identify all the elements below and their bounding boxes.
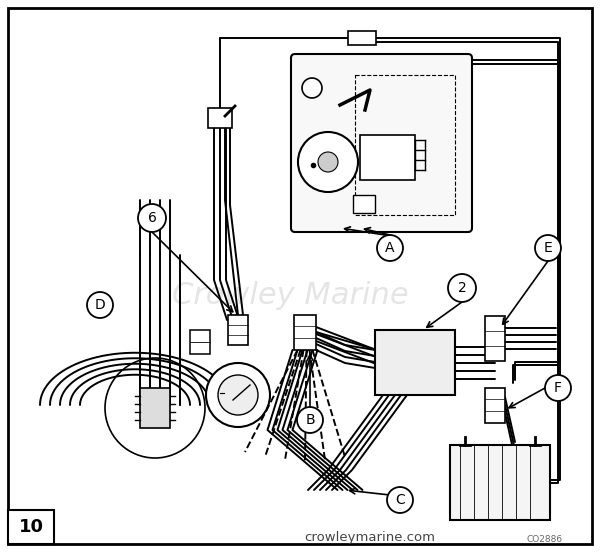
Bar (355, 75, 455, 215)
Circle shape (138, 204, 166, 232)
Text: B: B (305, 413, 315, 427)
FancyBboxPatch shape (291, 54, 472, 232)
Circle shape (206, 363, 270, 427)
Bar (228, 315, 248, 345)
Text: crowleymarine.com: crowleymarine.com (305, 531, 436, 543)
Bar (353, 195, 375, 213)
Circle shape (535, 235, 561, 261)
Text: 10: 10 (19, 518, 44, 536)
Text: 2: 2 (458, 281, 466, 295)
Bar (485, 315, 505, 361)
Circle shape (448, 274, 476, 302)
Bar (450, 445, 550, 520)
Bar (208, 108, 232, 128)
Circle shape (87, 292, 113, 318)
Bar (294, 315, 316, 350)
Circle shape (297, 407, 323, 433)
Text: A: A (385, 241, 395, 255)
Text: 6: 6 (148, 211, 157, 225)
Text: Crowley Marine: Crowley Marine (172, 280, 409, 310)
Bar (360, 135, 415, 180)
Circle shape (377, 235, 403, 261)
Bar (140, 388, 170, 428)
Circle shape (298, 132, 358, 192)
Bar (8, 510, 54, 544)
Circle shape (545, 375, 571, 401)
Text: F: F (554, 381, 562, 395)
Bar (190, 330, 210, 354)
Bar (375, 330, 455, 395)
Bar (485, 387, 505, 423)
Text: CO2886: CO2886 (527, 536, 563, 545)
Circle shape (318, 152, 338, 172)
Text: E: E (544, 241, 553, 255)
Circle shape (218, 375, 258, 415)
Circle shape (387, 487, 413, 513)
Text: C: C (395, 493, 405, 507)
Bar (348, 31, 376, 45)
Text: D: D (95, 298, 106, 312)
Circle shape (302, 78, 322, 98)
